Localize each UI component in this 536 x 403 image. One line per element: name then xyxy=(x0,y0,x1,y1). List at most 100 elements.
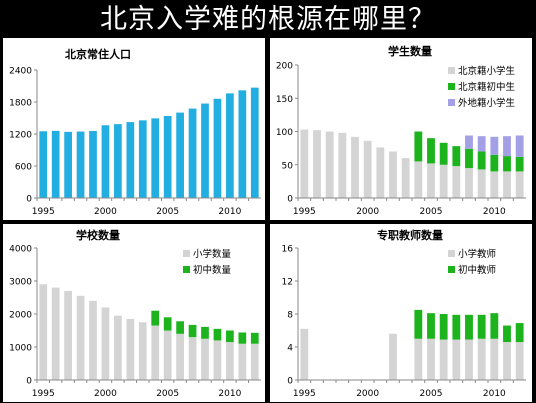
x-tick-label: 2010 xyxy=(218,207,241,217)
x-tick-label: 1995 xyxy=(293,207,316,217)
bar-s1-1999 xyxy=(351,136,359,198)
chart-title: 北京常住人口 xyxy=(65,47,131,61)
bar-pop-2010 xyxy=(226,93,234,198)
bar-k2-2012 xyxy=(250,332,259,344)
bar-k2-2008 xyxy=(201,326,209,339)
x-tick-label: 2005 xyxy=(420,389,443,399)
bar-pop-2007 xyxy=(188,108,197,198)
y-tick-label: 2000 xyxy=(9,311,32,321)
y-tick-label: 8 xyxy=(287,311,293,321)
chart-title: 专职教师数量 xyxy=(377,228,443,242)
bar-k2-2007 xyxy=(188,324,197,338)
legend-swatch-k2 xyxy=(183,266,190,273)
chart-title: 学生数量 xyxy=(388,44,432,58)
chart-title: 学校数量 xyxy=(76,228,120,242)
y-tick-label: 0 xyxy=(26,377,32,387)
y-tick-label: 600 xyxy=(15,163,32,173)
bar-t2-2009 xyxy=(477,314,486,339)
bar-pop-1995 xyxy=(39,131,48,198)
bar-k2-2009 xyxy=(213,328,222,341)
y-tick-label: 0 xyxy=(287,377,293,387)
bar-s1-2006 xyxy=(439,164,448,198)
bar-k1-1996 xyxy=(51,287,60,380)
bar-s3-2010 xyxy=(490,136,499,155)
bar-s2-2006 xyxy=(439,142,448,165)
bar-k1-2003 xyxy=(138,322,147,380)
legend-label-k1: 小学数量 xyxy=(193,248,232,260)
legend-label-t1: 小学教师 xyxy=(458,248,496,260)
x-tick-label: 2010 xyxy=(483,207,506,217)
bar-t1-2008 xyxy=(465,339,473,380)
bar-k1-1999 xyxy=(89,300,97,380)
bar-t1-2011 xyxy=(503,342,511,380)
y-tick-label: 1200 xyxy=(9,131,32,141)
bar-pop-2002 xyxy=(126,122,135,198)
y-tick-label: 12 xyxy=(282,278,293,288)
bar-t1-2012 xyxy=(515,342,524,380)
bar-k2-2010 xyxy=(226,330,234,343)
bar-s2-2007 xyxy=(452,146,461,167)
bar-pop-2006 xyxy=(176,112,184,198)
x-tick-label: 2005 xyxy=(420,207,443,217)
page-title: 北京入学难的根源在哪里？ xyxy=(100,4,436,35)
y-tick-label: 16 xyxy=(282,245,294,255)
y-tick-label: 1800 xyxy=(9,99,32,109)
x-tick-label: 1995 xyxy=(32,389,55,399)
bar-pop-2005 xyxy=(163,115,172,198)
bar-pop-1998 xyxy=(76,131,85,198)
bar-k1-1997 xyxy=(64,290,72,380)
bar-s2-2004 xyxy=(414,131,423,162)
y-tick-label: 200 xyxy=(276,62,293,72)
bar-k1-2004 xyxy=(151,325,160,380)
y-tick-label: 3000 xyxy=(9,278,32,288)
legend-label-s3: 外地籍小学生 xyxy=(458,97,516,109)
bar-t2-2005 xyxy=(427,313,435,339)
bar-pop-1999 xyxy=(89,130,97,198)
legend-swatch-s3 xyxy=(448,99,455,106)
bar-s1-1996 xyxy=(313,130,321,198)
bar-s1-2007 xyxy=(452,166,461,198)
bar-t2-2011 xyxy=(503,325,511,343)
bar-k1-2007 xyxy=(188,337,197,380)
bar-k1-1998 xyxy=(76,295,85,380)
y-tick-label: 0 xyxy=(287,195,293,205)
bar-s1-2001 xyxy=(376,147,385,198)
bar-s1-2012 xyxy=(515,171,524,198)
bar-t2-2010 xyxy=(490,313,499,339)
x-tick-label: 2010 xyxy=(218,389,241,399)
bar-s2-2005 xyxy=(427,138,435,164)
bar-t1-2002 xyxy=(389,333,397,380)
x-tick-label: 2005 xyxy=(156,389,179,399)
y-tick-label: 100 xyxy=(276,128,293,138)
bar-k1-2010 xyxy=(226,342,234,380)
y-tick-label: 4000 xyxy=(9,245,32,255)
bar-s1-2009 xyxy=(477,169,486,198)
y-tick-label: 50 xyxy=(282,161,294,171)
bar-t1-1995 xyxy=(300,328,309,380)
y-tick-label: 1000 xyxy=(9,344,32,354)
bar-t2-2004 xyxy=(414,309,423,339)
bar-s1-2003 xyxy=(401,158,410,198)
legend-label-s1: 北京籍小学生 xyxy=(458,65,516,77)
bar-k1-2001 xyxy=(114,315,122,380)
legend-label-t2: 初中教师 xyxy=(458,264,496,276)
bar-pop-2011 xyxy=(238,90,247,198)
y-tick-label: 0 xyxy=(26,195,32,205)
bar-k1-2006 xyxy=(176,333,184,380)
bar-t1-2006 xyxy=(439,339,448,380)
bar-t1-2010 xyxy=(490,338,499,380)
bar-pop-2000 xyxy=(101,125,110,198)
bar-pop-2008 xyxy=(201,103,209,198)
bar-s1-2011 xyxy=(503,171,511,198)
bar-s3-2009 xyxy=(477,136,486,152)
bar-k1-2009 xyxy=(213,340,222,380)
bar-pop-2001 xyxy=(114,124,122,198)
bar-s3-2012 xyxy=(515,135,524,157)
bar-s2-2008 xyxy=(465,148,473,169)
bar-pop-1996 xyxy=(51,130,60,198)
bar-pop-2004 xyxy=(151,118,160,198)
legend-swatch-k1 xyxy=(183,250,190,257)
y-tick-label: 150 xyxy=(276,95,293,105)
bar-s2-2009 xyxy=(477,151,486,170)
legend-label-s2: 北京籍初中生 xyxy=(458,81,516,93)
